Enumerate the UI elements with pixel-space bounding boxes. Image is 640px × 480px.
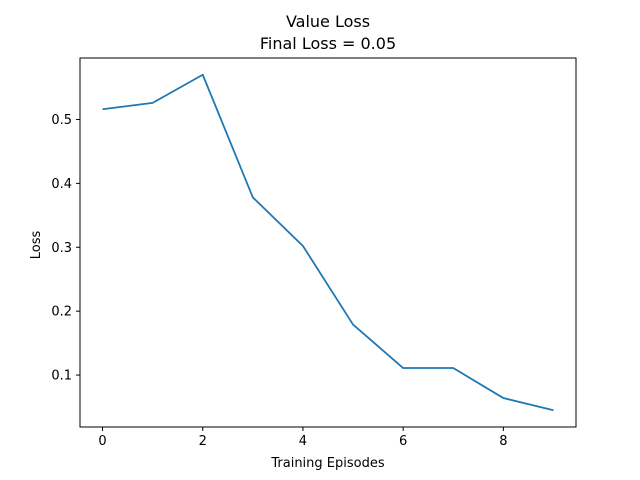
chart-title: Value Loss	[286, 12, 370, 31]
x-tick-label: 0	[98, 434, 106, 449]
y-tick-label: 0.2	[51, 305, 72, 320]
y-tick-label: 0.1	[51, 369, 72, 384]
series-line	[102, 73, 554, 412]
x-axis-label: Training Episodes	[270, 456, 384, 471]
y-axis-ticks: 0.1 0.2 0.3 0.4 0.5	[51, 113, 80, 384]
plot-area-frame	[79, 57, 577, 428]
y-axis-label: Loss	[29, 231, 44, 260]
y-tick-label: 0.3	[51, 241, 72, 256]
x-tick-label: 4	[299, 434, 307, 449]
x-axis-ticks: 0 2 4 6 8	[98, 427, 507, 449]
x-tick-label: 2	[199, 434, 207, 449]
x-tick-label: 6	[399, 434, 407, 449]
y-tick-label: 0.5	[51, 113, 72, 128]
y-tick-label: 0.4	[51, 177, 72, 192]
x-tick-label: 8	[499, 434, 507, 449]
chart-subtitle: Final Loss = 0.05	[260, 34, 396, 53]
